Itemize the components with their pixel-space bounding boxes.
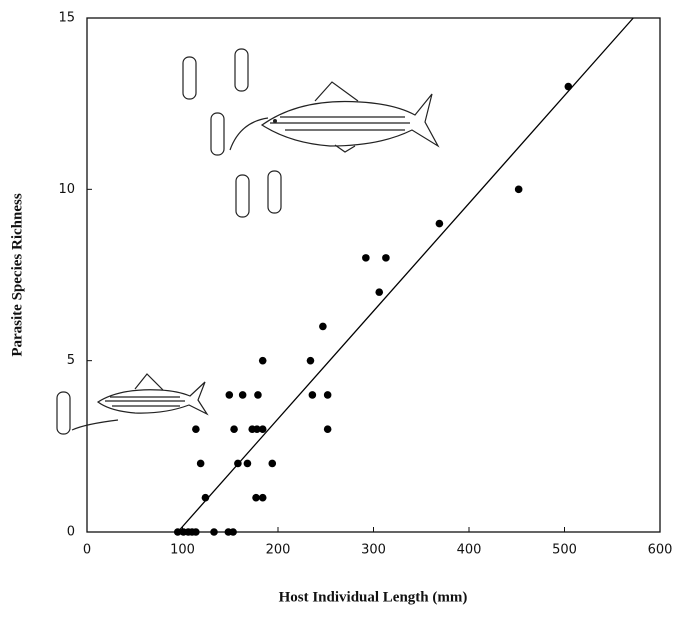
y-tick-label: 15: [58, 11, 75, 26]
data-point: [382, 254, 390, 262]
data-point: [230, 425, 238, 434]
x-tick-label: 300: [361, 543, 386, 558]
data-point: [192, 425, 200, 434]
data-point: [225, 391, 234, 399]
data-point: [243, 459, 252, 468]
data-point: [253, 425, 261, 434]
data-point: [196, 459, 205, 468]
data-point: [268, 459, 277, 468]
data-point: [229, 528, 237, 536]
data-point: [252, 493, 260, 502]
data-point: [254, 391, 262, 399]
data-point: [192, 528, 200, 536]
data-point: [308, 391, 317, 399]
data-point: [362, 254, 370, 262]
x-tick-label: 100: [170, 543, 195, 558]
data-point: [435, 219, 444, 228]
data-point: [319, 322, 327, 331]
data-point: [258, 493, 267, 502]
data-point: [306, 356, 315, 365]
y-tick-label: 0: [67, 525, 75, 540]
y-axis-label: Parasite Species Richness: [9, 193, 25, 356]
plot-frame: [86, 17, 661, 533]
data-point: [258, 356, 267, 365]
x-tick-label: 400: [457, 543, 482, 558]
data-point: [514, 185, 523, 194]
data-point: [201, 493, 210, 502]
x-tick-label: 0: [83, 543, 91, 558]
data-point: [323, 391, 332, 399]
data-point: [375, 288, 384, 296]
y-tick-label: 5: [67, 353, 75, 368]
data-point: [238, 391, 247, 399]
fit-line: [177, 17, 634, 533]
data-point: [258, 425, 267, 434]
x-tick-label: 500: [552, 543, 577, 558]
data-point: [210, 528, 218, 536]
x-tick-label: 600: [648, 543, 673, 558]
x-axis-label: Host Individual Length (mm): [279, 589, 468, 605]
y-tick-label: 10: [58, 182, 75, 197]
data-point: [323, 425, 332, 434]
x-tick-label: 200: [266, 543, 291, 558]
illustration: [56, 48, 440, 435]
